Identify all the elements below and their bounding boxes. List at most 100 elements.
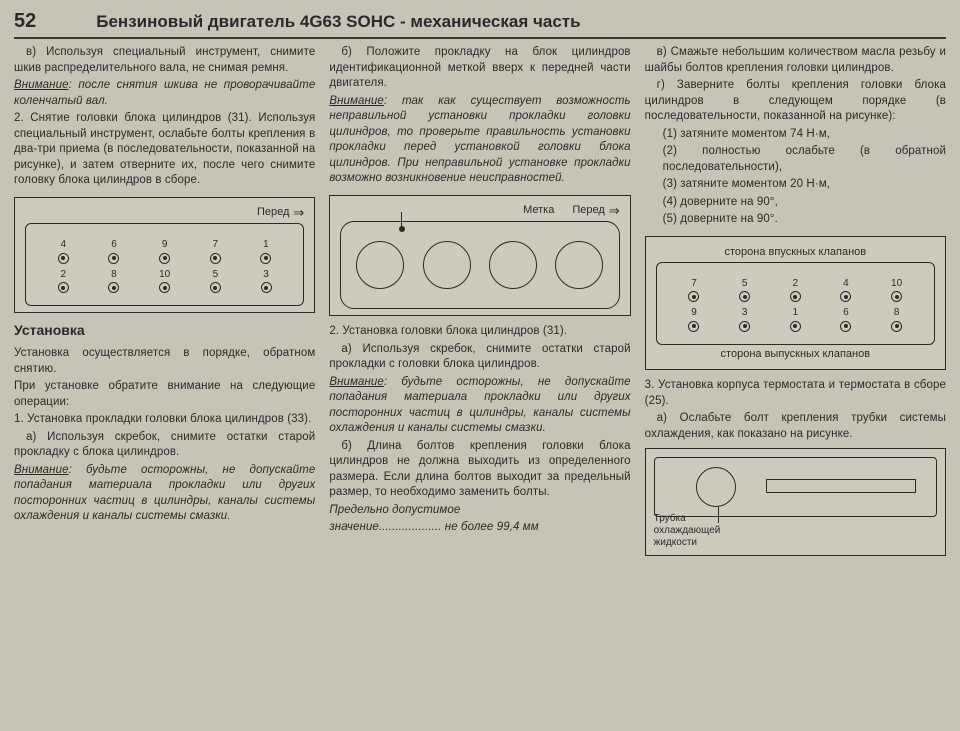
bolt-row-top: 4 6 9 7 1	[38, 238, 291, 264]
bolt-icon	[790, 291, 801, 302]
bolt-icon	[261, 282, 272, 293]
para: 1. Установка прокладки головки блока цил…	[14, 412, 315, 428]
cylinder-hole	[356, 241, 404, 289]
warning-lead: Внимание	[14, 464, 69, 476]
bolt: 7	[688, 277, 699, 303]
step: (3) затяните моментом 20 Н·м,	[645, 177, 946, 193]
head-outline: 4 6 9 7 1 2 8 10 5 3	[25, 223, 304, 306]
bolt-icon	[891, 291, 902, 302]
column-2: б) Положите прокладку на блок ци­линдров…	[329, 45, 630, 556]
limit-value: значение................... не более 99,…	[329, 520, 630, 536]
bolt-number: 10	[159, 268, 170, 282]
gasket-outline	[340, 221, 619, 309]
forward-label: Перед	[257, 204, 304, 222]
limit-label: Предельно допустимое	[329, 503, 630, 519]
para: в) Смажьте небольшим количеством масла р…	[645, 45, 946, 76]
bolt: 8	[891, 306, 902, 332]
bolt-number: 3	[263, 268, 269, 282]
bolt-number: 3	[742, 306, 748, 320]
bolt-number: 5	[213, 268, 219, 282]
para: в) Используя специальный инстру­мент, сн…	[14, 45, 315, 76]
column-3: в) Смажьте небольшим количеством масла р…	[645, 45, 946, 556]
warning: Внимание: так как существует воз­можност…	[329, 94, 630, 187]
bolt-row-bottom: 2 8 10 5 3	[38, 268, 291, 294]
para: г) Заверните болты крепления го­ловки бл…	[645, 78, 946, 125]
thermo-label-1: Трубка	[654, 513, 686, 524]
para: 3. Установка корпуса термостата и термос…	[645, 378, 946, 409]
warning-lead: Внимание	[14, 79, 69, 91]
bolt-number: 1	[793, 306, 799, 320]
bolt: 3	[261, 268, 272, 294]
bolt-icon	[210, 282, 221, 293]
warning-text: : так как существует воз­можность неправ…	[329, 95, 630, 185]
bolt: 9	[688, 306, 699, 332]
bolt: 2	[790, 277, 801, 303]
bolt-number: 4	[843, 277, 849, 291]
bolt: 6	[840, 306, 851, 332]
step: (1) затяните моментом 74 Н·м,	[645, 127, 946, 143]
mark-dot	[399, 226, 405, 232]
exhaust-side-label: сторона выпускных клапанов	[656, 347, 935, 362]
forward-label: Перед	[572, 202, 619, 220]
bolt: 4	[840, 277, 851, 303]
para: а) Ослабьте болт крепления трубки систем…	[645, 411, 946, 442]
para: 2. Установка головки блока цилиндров (31…	[329, 324, 630, 340]
bolt-icon	[790, 321, 801, 332]
diagram-gasket: Метка Перед	[329, 195, 630, 317]
para: б) Длина болтов крепления головки блока …	[329, 439, 630, 501]
page-title: Бензиновый двигатель 4G63 SOHC - механич…	[96, 11, 580, 34]
warning: Внимание: будьте осторожны, не до­пускай…	[329, 375, 630, 437]
bolt-icon	[159, 282, 170, 293]
bolt-number: 5	[742, 277, 748, 291]
cylinder-hole	[489, 241, 537, 289]
para: б) Положите прокладку на блок ци­линдров…	[329, 45, 630, 92]
bolt-icon	[260, 253, 271, 264]
bolt-icon	[108, 253, 119, 264]
step: (5) доверните на 90°.	[645, 212, 946, 228]
bolt: 10	[159, 268, 170, 294]
bolt: 6	[108, 238, 119, 264]
bolt-icon	[739, 291, 750, 302]
bolt: 9	[159, 238, 170, 264]
bolt-row-top: 7 5 2 4 10	[669, 277, 922, 303]
bolt-number: 7	[691, 277, 697, 291]
bolt: 1	[790, 306, 801, 332]
intake-side-label: сторона впускных клапанов	[656, 245, 935, 260]
bolt: 2	[58, 268, 69, 294]
bolt-icon	[688, 291, 699, 302]
step: (2) полностью ослабьте (в обрат­ной посл…	[645, 144, 946, 175]
content-columns: в) Используя специальный инстру­мент, сн…	[14, 45, 946, 556]
bolt: 7	[210, 238, 221, 264]
bolt: 3	[739, 306, 750, 332]
bolt-icon	[840, 291, 851, 302]
thermo-label-2: охлаждающей	[654, 525, 721, 536]
bolt-icon	[58, 282, 69, 293]
mark-label: Метка	[523, 202, 554, 220]
diagram-bolt-removal: Перед 4 6 9 7 1 2 8 10 5 3	[14, 197, 315, 314]
cylinder-hole	[555, 241, 603, 289]
bolt-icon	[108, 282, 119, 293]
bolt-number: 9	[162, 238, 168, 252]
bolt-icon	[891, 321, 902, 332]
warning-lead: Внимание	[329, 95, 384, 107]
bolt-icon	[210, 253, 221, 264]
bolt-icon	[739, 321, 750, 332]
bolt-number: 7	[213, 238, 219, 252]
section-title: Установка	[14, 321, 315, 340]
bolt: 1	[260, 238, 271, 264]
page-header: 52 Бензиновый двигатель 4G63 SOHC - меха…	[14, 8, 946, 39]
para: а) Используя скребок, снимите ос­татки с…	[329, 342, 630, 373]
para: а) Используя скребок, снимите ос­татки с…	[14, 430, 315, 461]
bolt: 8	[108, 268, 119, 294]
bolt-number: 6	[843, 306, 849, 320]
bolt: 10	[891, 277, 902, 303]
thermo-label: Трубка охлаждающей жидкости	[654, 513, 721, 549]
page-number: 52	[14, 8, 36, 35]
bolt: 5	[739, 277, 750, 303]
bolt-icon	[58, 253, 69, 264]
bolt-number: 4	[61, 238, 67, 252]
column-1: в) Используя специальный инстру­мент, сн…	[14, 45, 315, 556]
bolt-number: 10	[891, 277, 902, 291]
cylinder-hole	[423, 241, 471, 289]
bolt-icon	[840, 321, 851, 332]
